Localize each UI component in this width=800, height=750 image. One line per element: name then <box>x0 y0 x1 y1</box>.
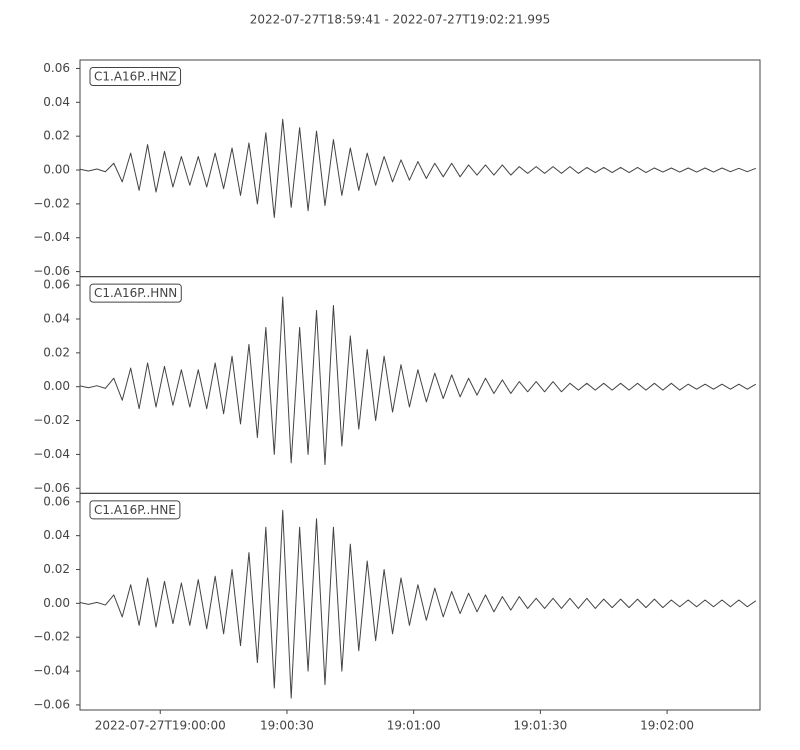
trace-label: C1.A16P..HNE <box>94 503 176 517</box>
x-tick-label: 19:01:30 <box>513 719 567 733</box>
trace-label: C1.A16P..HNZ <box>94 70 177 84</box>
y-tick-label: 0.02 <box>43 345 70 359</box>
panel-frame <box>79 492 761 711</box>
y-tick-label: −0.04 <box>33 664 70 678</box>
trace <box>80 509 757 699</box>
y-tick-label: 0.04 <box>43 528 70 542</box>
y-tick-label: 0.00 <box>43 163 70 177</box>
y-tick-label: −0.06 <box>33 481 70 495</box>
y-tick-label: 0.04 <box>43 95 70 109</box>
y-tick-label: 0.06 <box>43 278 70 292</box>
y-tick-label: 0.04 <box>43 311 70 325</box>
trace-group <box>80 296 757 466</box>
y-tick-label: −0.02 <box>33 413 70 427</box>
x-tick-label: 19:02:00 <box>640 719 694 733</box>
panel-frame <box>79 59 761 278</box>
y-tick-label: 0.02 <box>43 129 70 143</box>
trace-group <box>80 509 757 699</box>
y-tick-label: −0.06 <box>33 264 70 278</box>
y-tick-label: 0.06 <box>43 494 70 508</box>
trace <box>80 296 757 466</box>
y-tick-label: −0.04 <box>33 230 70 244</box>
y-tick-label: 0.00 <box>43 596 70 610</box>
panel-frame <box>79 276 761 494</box>
y-tick-label: 0.06 <box>43 61 70 75</box>
trace-label-box <box>89 283 182 303</box>
y-tick-label: −0.02 <box>33 630 70 644</box>
x-tick-label: 2022-07-27T19:00:00 <box>95 719 226 733</box>
chart-title: 2022-07-27T18:59:41 - 2022-07-27T19:02:2… <box>250 13 551 27</box>
x-tick-label: 19:01:00 <box>387 719 441 733</box>
trace-label-box <box>89 500 181 520</box>
y-tick-label: 0.00 <box>43 379 70 393</box>
trace-label: C1.A16P..HNN <box>94 286 177 300</box>
trace <box>80 118 756 218</box>
y-tick-label: −0.06 <box>33 697 70 711</box>
y-tick-label: −0.04 <box>33 447 70 461</box>
trace-label-box <box>89 67 182 86</box>
x-tick-label: 19:00:30 <box>260 719 314 733</box>
y-tick-label: −0.02 <box>33 196 70 210</box>
y-tick-label: 0.02 <box>43 562 70 576</box>
trace-group <box>80 118 756 218</box>
